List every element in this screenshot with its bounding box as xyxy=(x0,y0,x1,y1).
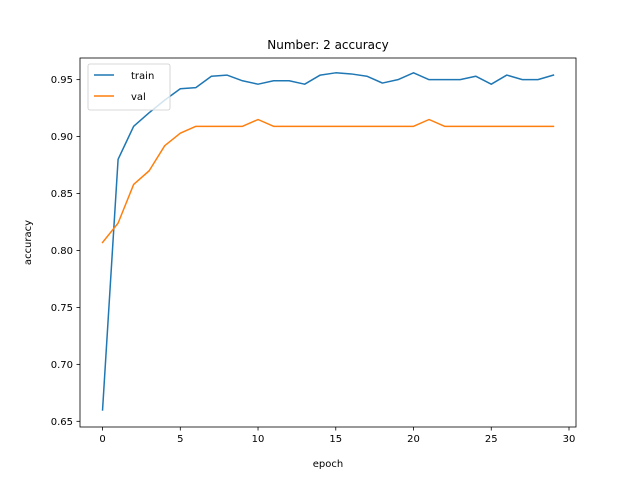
series-layer xyxy=(101,72,555,411)
y-tick-label: 0.90 xyxy=(51,132,73,143)
y-tick-label: 0.80 xyxy=(51,246,73,257)
legend: train val xyxy=(87,63,171,111)
ticks-layer: 0 5 10 15 20 25 30 0.65 0.70 0.75 0.80 0.85 0.90 0.95 xyxy=(51,75,576,445)
x-tick-label: 25 xyxy=(485,434,498,445)
y-tick-label: 0.95 xyxy=(51,75,73,86)
y-tick-label: 0.85 xyxy=(51,189,73,200)
x-tick-label: 5 xyxy=(177,434,183,445)
x-tick-label: 15 xyxy=(329,434,342,445)
series-line-train xyxy=(101,72,555,411)
axes-frame xyxy=(79,57,577,428)
y-axis-label: accuracy xyxy=(23,220,34,265)
x-tick-label: 0 xyxy=(99,434,105,445)
chart-title: Number: 2 accuracy xyxy=(267,38,388,52)
y-tick-label: 0.70 xyxy=(51,360,73,371)
x-axis-label: epoch xyxy=(313,459,343,470)
x-tick-label: 30 xyxy=(563,434,576,445)
legend-label-train: train xyxy=(131,71,154,82)
legend-box xyxy=(87,63,171,111)
x-tick-label: 10 xyxy=(252,434,265,445)
y-tick-label: 0.65 xyxy=(51,417,73,428)
legend-label-val: val xyxy=(131,92,146,103)
series-line-val xyxy=(101,118,555,244)
y-tick-label: 0.75 xyxy=(51,303,73,314)
x-tick-label: 20 xyxy=(407,434,420,445)
